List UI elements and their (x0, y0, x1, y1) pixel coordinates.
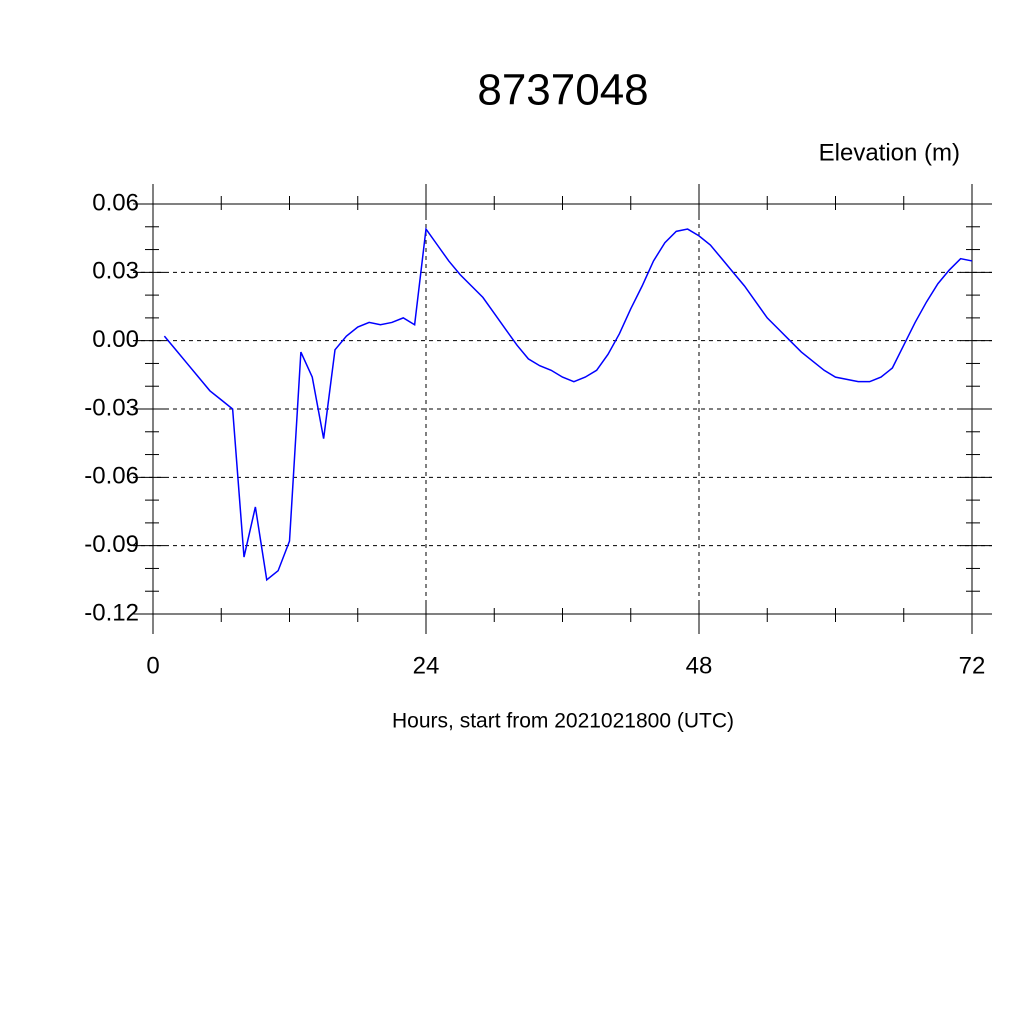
x-tick-label: 24 (413, 652, 440, 679)
y-tick-label: -0.09 (84, 531, 139, 558)
chart-title: 8737048 (477, 66, 648, 115)
y-tick-label: -0.03 (84, 394, 139, 421)
data-line (163, 227, 973, 582)
y-tick-label: 0.00 (92, 326, 139, 353)
x-axis-label: Hours, start from 2021021800 (UTC) (392, 710, 734, 733)
y-tick-label: 0.03 (92, 258, 139, 285)
y-tick-label: -0.06 (84, 463, 139, 490)
x-tick-label: 72 (959, 652, 986, 679)
y-tick-label: 0.06 (92, 189, 139, 216)
y-tick-label: -0.12 (84, 599, 139, 626)
y-axis-label: Elevation (m) (819, 139, 960, 166)
x-tick-label: 0 (146, 652, 159, 679)
x-tick-label: 48 (686, 652, 713, 679)
